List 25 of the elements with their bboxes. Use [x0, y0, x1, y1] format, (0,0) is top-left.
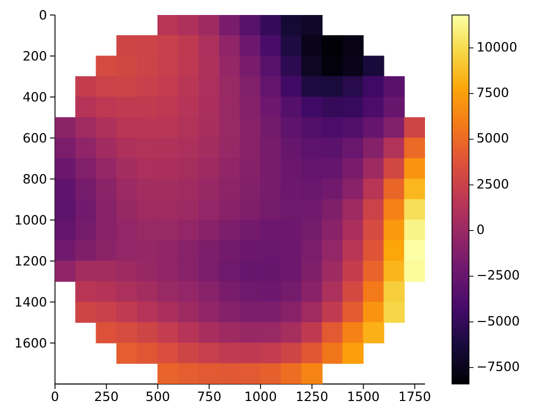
x-tick-label: 1250: [296, 390, 328, 406]
x-tick-label: 1500: [347, 390, 380, 406]
y-tick-label: 200: [22, 50, 47, 65]
color-bar-label: 10000: [476, 40, 518, 56]
x-tick-label: 1000: [244, 390, 277, 406]
color-bar-label: 5000: [476, 132, 510, 147]
y-tick-label: 1200: [14, 254, 47, 270]
x-tick-label: 1750: [398, 390, 432, 406]
x-tick-label: 0: [50, 390, 60, 406]
x-tick-label: 750: [196, 390, 222, 406]
y-tick-label: 600: [22, 132, 47, 147]
y-tick-label: 400: [22, 90, 47, 106]
x-tick-label: 250: [94, 390, 119, 406]
color-bar-label: 0: [476, 223, 485, 238]
x-tick-label: 500: [146, 390, 170, 406]
color-bar-label: 7500: [476, 86, 510, 102]
y-tick-label: 1000: [14, 214, 47, 229]
y-tick-label: 1600: [14, 336, 47, 352]
y-tick-label: 0: [38, 8, 47, 24]
color-bar-label: 2500: [476, 177, 510, 192]
color-bar-label: −5000: [476, 314, 520, 330]
y-tick-label: 1400: [14, 296, 47, 311]
color-bar-label: −7500: [476, 360, 520, 376]
color-bar-label: −2500: [476, 268, 520, 284]
y-tick-label: 800: [22, 172, 47, 188]
